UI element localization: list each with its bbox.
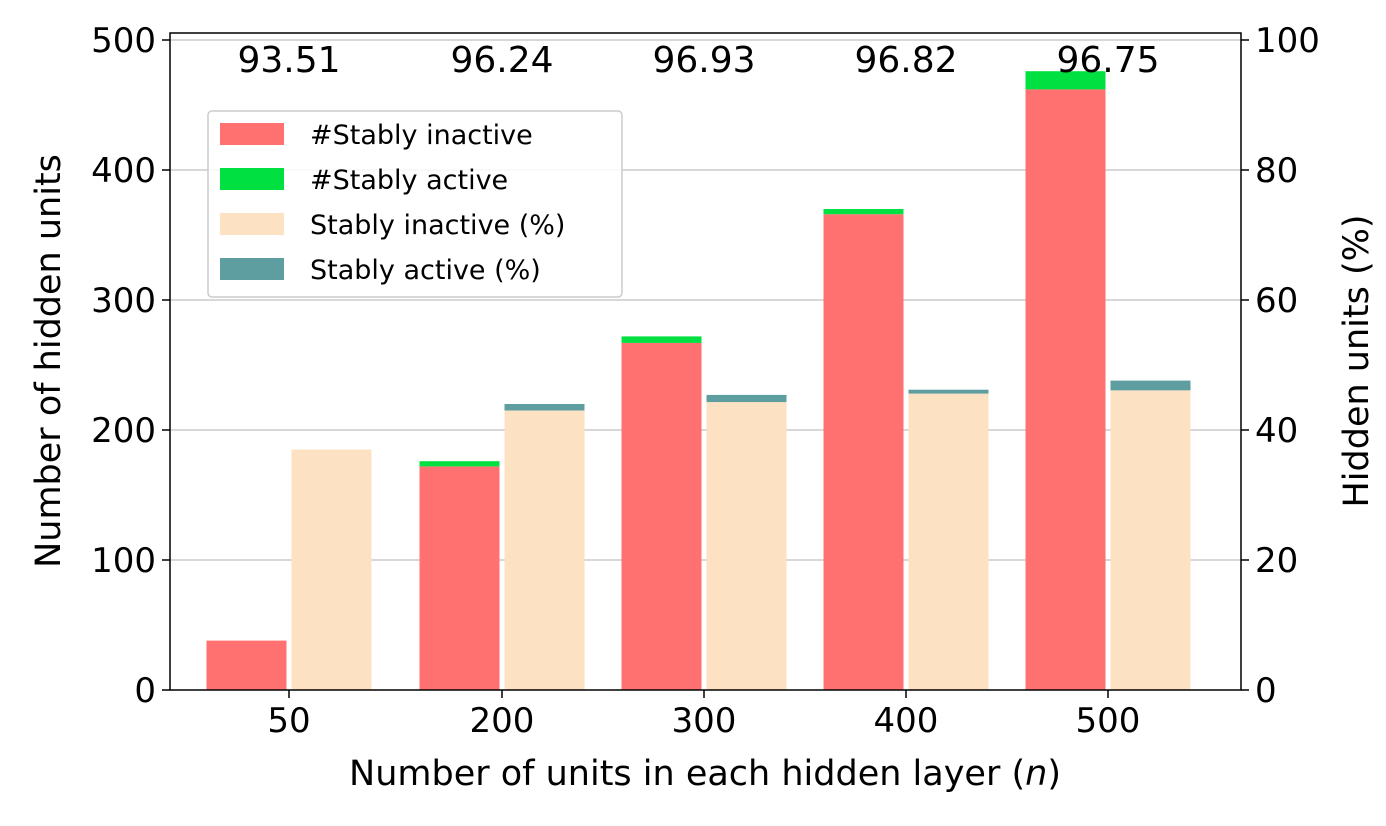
bar--stably-inactive <box>419 466 500 690</box>
x-axis-label-close: ) <box>1047 754 1061 794</box>
legend-swatch <box>220 123 284 145</box>
top-label: 93.51 <box>237 40 340 81</box>
legend-label: Stably inactive (%) <box>310 210 565 241</box>
y-axis-label-right: Hidden units (%) <box>1337 214 1377 507</box>
y-tick-label-left: 300 <box>91 281 156 321</box>
legend-label: Stably active (%) <box>310 255 541 286</box>
x-tick-label: 50 <box>267 701 310 741</box>
bar-stably-inactive- <box>504 410 585 690</box>
top-label: 96.82 <box>854 40 957 81</box>
bar-stably-active- <box>706 394 787 403</box>
bar-stably-inactive- <box>1110 390 1191 690</box>
bar--stably-inactive <box>1025 89 1106 690</box>
y-tick-label-left: 0 <box>134 671 156 711</box>
bars <box>206 71 1191 690</box>
y-axis-label-left: Number of hidden units <box>29 154 69 568</box>
bar--stably-active <box>419 461 500 467</box>
y-tick-label-right: 20 <box>1255 541 1298 581</box>
legend: #Stably inactive #Stably active Stably ina… <box>207 110 623 298</box>
x-axis-label: Number of units in each hidden layer (n) <box>349 754 1061 794</box>
bar-stably-active- <box>1110 380 1191 391</box>
bar-stably-inactive- <box>291 449 372 690</box>
legend-label: #Stably active <box>310 165 508 196</box>
top-label: 96.24 <box>450 40 553 81</box>
y-tick-label-left: 200 <box>91 411 156 451</box>
legend-frame <box>207 110 623 298</box>
x-tick-label: 200 <box>470 701 535 741</box>
legend-swatch <box>220 258 284 280</box>
bar-stably-inactive- <box>706 402 787 690</box>
ticks: 0 100 200 300 400 500 0 20 40 60 80 100 50 200 300 400 5… <box>91 21 1320 741</box>
x-axis-label-text: Number of units in each hidden layer ( <box>349 754 1025 794</box>
x-axis-label-italic: n <box>1025 754 1047 794</box>
bar--stably-active <box>1025 71 1106 90</box>
y-tick-label-right: 60 <box>1255 281 1298 321</box>
bar--stably-inactive <box>621 342 702 690</box>
y-tick-label-left: 500 <box>91 21 156 61</box>
bar--stably-active <box>621 336 702 343</box>
bar--stably-active <box>823 209 904 215</box>
x-tick-label: 400 <box>874 701 939 741</box>
bar-stably-active- <box>908 389 989 394</box>
y-tick-label-right: 0 <box>1255 671 1277 711</box>
legend-swatch <box>220 213 284 235</box>
plot-frame <box>169 32 1242 691</box>
bar--stably-inactive <box>206 640 287 690</box>
y-tick-label-right: 80 <box>1255 151 1298 191</box>
top-label: 96.75 <box>1056 40 1159 81</box>
x-tick-label: 300 <box>672 701 737 741</box>
bar-stably-inactive- <box>908 393 989 690</box>
x-tick-label: 500 <box>1076 701 1141 741</box>
legend-swatch <box>220 168 284 190</box>
y-tick-label-right: 40 <box>1255 411 1298 451</box>
y-tick-label-left: 400 <box>91 151 156 191</box>
top-label: 96.93 <box>652 40 755 81</box>
legend-label: #Stably inactive <box>310 120 533 151</box>
bar--stably-inactive <box>823 214 904 690</box>
top-labels: 93.51 96.24 96.93 96.82 96.75 <box>237 40 1159 81</box>
y-tick-label-right: 100 <box>1255 21 1320 61</box>
bar-stably-active- <box>504 404 585 411</box>
y-tick-label-left: 100 <box>91 541 156 581</box>
